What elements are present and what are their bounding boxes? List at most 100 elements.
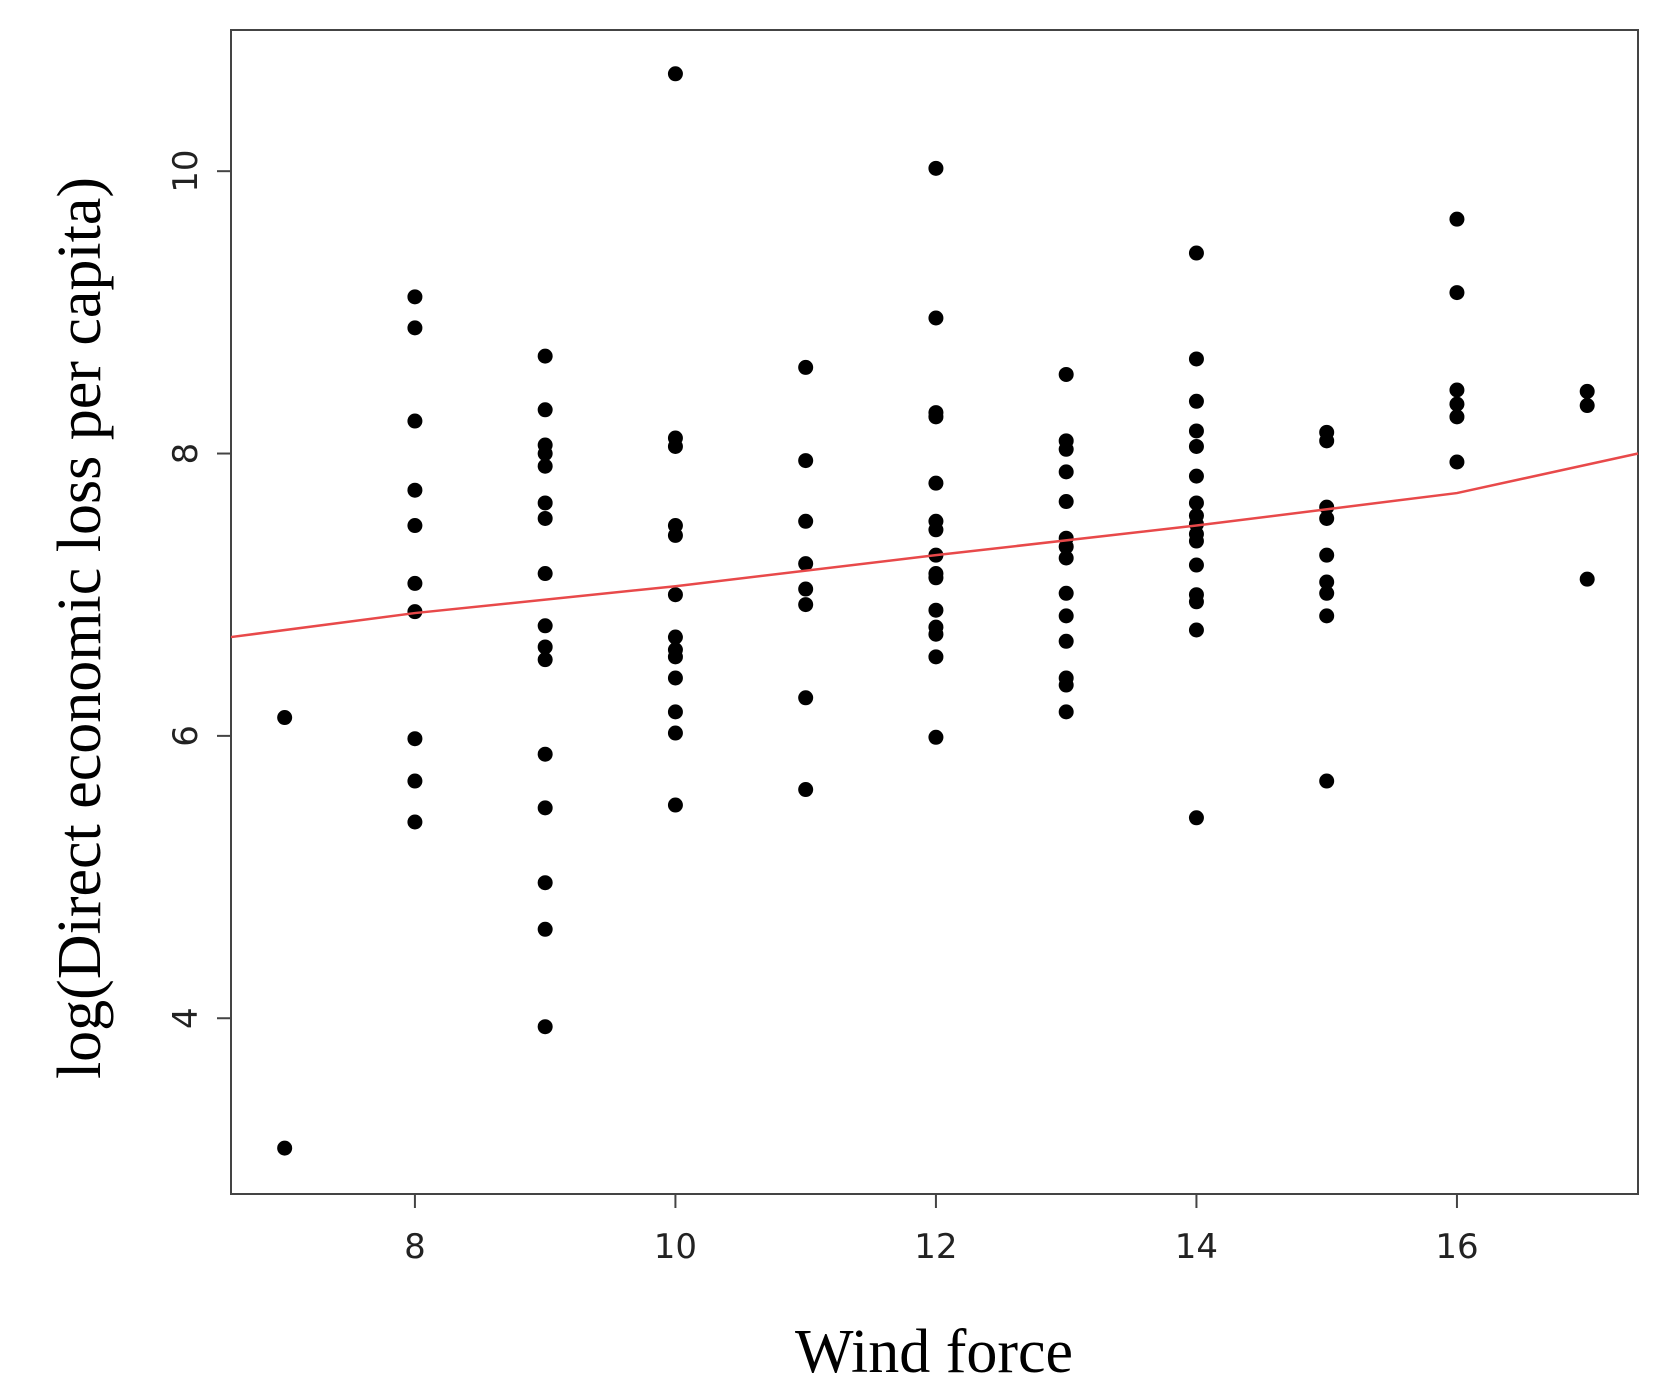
point [1188,423,1204,439]
point [1449,382,1465,398]
point [1188,622,1204,638]
point [407,773,423,789]
point [798,690,814,706]
point [407,604,423,620]
point [537,1019,553,1035]
point [1058,539,1074,555]
point [1319,574,1335,590]
point [1188,557,1204,573]
point [798,581,814,597]
point [1188,438,1204,454]
point [1319,547,1335,563]
point [798,556,814,572]
point [667,797,683,813]
point [667,725,683,741]
point [1058,704,1074,720]
point [798,513,814,529]
y-tick-label: 10 [166,150,206,193]
point [928,602,944,618]
point [1188,468,1204,484]
point [537,458,553,474]
point [1579,383,1595,399]
point [1058,608,1074,624]
point [928,522,944,538]
point [537,510,553,526]
point [1449,454,1465,470]
point [1058,585,1074,601]
point [928,626,944,642]
point [277,710,293,726]
point [537,446,553,462]
y-tick-label: 4 [166,1007,206,1029]
point [667,704,683,720]
point [1058,464,1074,480]
point [537,402,553,418]
point [1058,494,1074,510]
point [1058,550,1074,566]
y-tick-label: 8 [166,443,206,465]
point [1188,245,1204,261]
point [1188,810,1204,826]
point [1188,533,1204,549]
y-tick-label: 6 [166,725,206,747]
point [407,575,423,591]
point [928,729,944,745]
point [928,570,944,586]
point [928,475,944,491]
point [928,160,944,176]
point [1319,510,1335,526]
point [407,289,423,305]
point [928,409,944,425]
x-tick-label: 8 [404,1227,426,1267]
point [1449,396,1465,412]
point [667,66,683,82]
point [1058,366,1074,382]
point [537,652,553,668]
point [1188,495,1204,511]
point [1058,441,1074,457]
point [407,518,423,534]
point [407,320,423,336]
point [1188,351,1204,367]
point [667,629,683,645]
point [537,875,553,891]
point [1058,633,1074,649]
x-tick-label: 16 [1435,1227,1478,1267]
point [928,310,944,326]
point [1579,571,1595,587]
point [798,597,814,613]
point [537,921,553,937]
point [537,800,553,816]
point [928,649,944,665]
x-tick-label: 10 [654,1227,697,1267]
trend-line [230,452,1639,639]
point [798,453,814,469]
point [1188,594,1204,610]
point [1058,677,1074,693]
point [277,1140,293,1156]
point [798,359,814,375]
point [1319,585,1335,601]
point [667,670,683,686]
point [537,348,553,364]
point [1579,398,1595,414]
point [667,587,683,603]
point [537,746,553,762]
point [537,639,553,655]
point [1188,393,1204,409]
point [407,814,423,830]
x-tick-label: 14 [1175,1227,1218,1267]
point [1319,433,1335,449]
x-axis-label: Wind force [795,1318,1073,1386]
point [667,649,683,665]
point [798,782,814,798]
point [537,618,553,634]
point [1319,773,1335,789]
point [1449,211,1465,227]
point [407,482,423,498]
point [537,495,553,511]
plot-frame [230,29,1639,1195]
y-axis-label: log(Direct economic loss per capita) [46,177,114,1079]
point [1319,608,1335,624]
